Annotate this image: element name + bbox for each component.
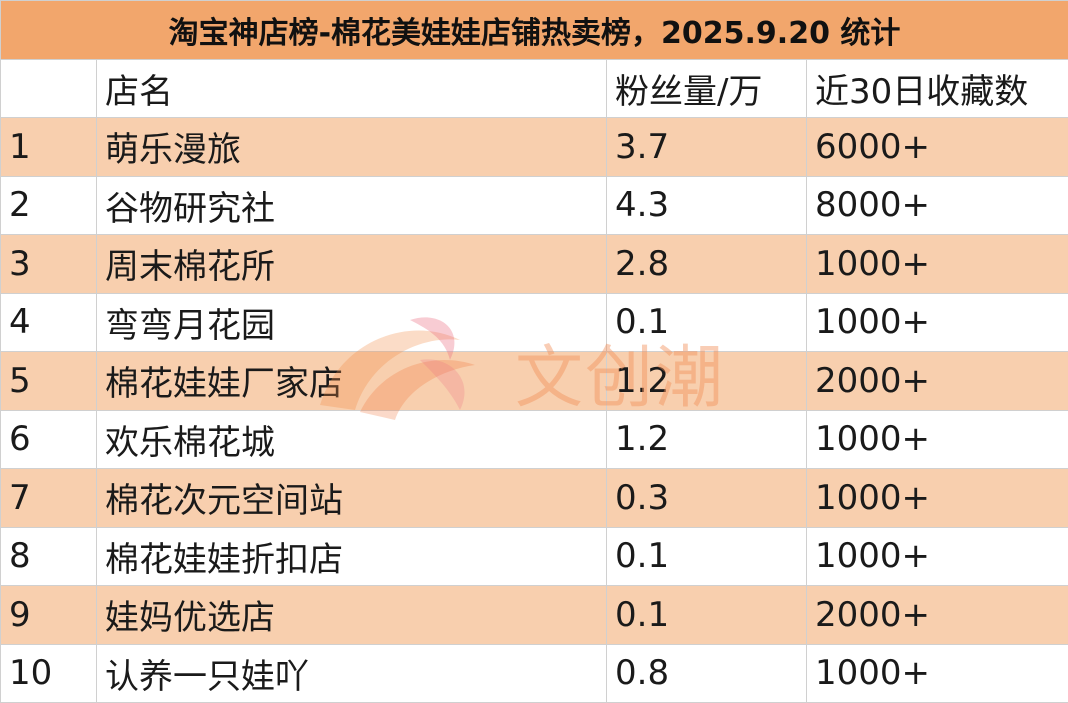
shop-name-cell: 弯弯月花园 xyxy=(97,293,607,352)
shop-name-header: 店名 xyxy=(97,60,607,118)
table-row: 6 欢乐棉花城 1.2 1000+ xyxy=(1,410,1068,469)
rank-cell: 8 xyxy=(1,527,97,586)
shop-name-cell: 谷物研究社 xyxy=(97,176,607,235)
table-row: 4 弯弯月花园 0.1 1000+ xyxy=(1,293,1068,352)
shop-name-cell: 萌乐漫旅 xyxy=(97,118,607,177)
shop-name-cell: 欢乐棉花城 xyxy=(97,410,607,469)
rank-cell: 6 xyxy=(1,410,97,469)
rank-cell: 10 xyxy=(1,644,97,703)
shop-name-cell: 棉花娃娃折扣店 xyxy=(97,527,607,586)
fans-header: 粉丝量/万 xyxy=(607,60,807,118)
rank-header xyxy=(1,60,97,118)
fans-cell: 0.1 xyxy=(607,293,807,352)
favorites-cell: 1000+ xyxy=(807,527,1068,586)
fans-cell: 0.3 xyxy=(607,469,807,528)
table-row: 9 娃妈优选店 0.1 2000+ xyxy=(1,586,1068,645)
fans-cell: 1.2 xyxy=(607,410,807,469)
table-row: 7 棉花次元空间站 0.3 1000+ xyxy=(1,469,1068,528)
header-row: 店名 粉丝量/万 近30日收藏数 xyxy=(1,60,1068,118)
rank-cell: 1 xyxy=(1,118,97,177)
fans-cell: 0.1 xyxy=(607,586,807,645)
shop-name-cell: 娃妈优选店 xyxy=(97,586,607,645)
shop-name-cell: 认养一只娃吖 xyxy=(97,644,607,703)
table-row: 10 认养一只娃吖 0.8 1000+ xyxy=(1,644,1068,703)
table-row: 8 棉花娃娃折扣店 0.1 1000+ xyxy=(1,527,1068,586)
rank-cell: 4 xyxy=(1,293,97,352)
table-row: 1 萌乐漫旅 3.7 6000+ xyxy=(1,118,1068,177)
favorites-cell: 1000+ xyxy=(807,410,1068,469)
fans-cell: 3.7 xyxy=(607,118,807,177)
shop-name-cell: 棉花次元空间站 xyxy=(97,469,607,528)
shop-name-cell: 棉花娃娃厂家店 xyxy=(97,352,607,411)
favorites-cell: 6000+ xyxy=(807,118,1068,177)
title-row: 淘宝神店榜-棉花美娃娃店铺热卖榜，2025.9.20 统计 xyxy=(1,1,1068,60)
rank-cell: 9 xyxy=(1,586,97,645)
favorites-cell: 1000+ xyxy=(807,235,1068,294)
favorites-cell: 1000+ xyxy=(807,469,1068,528)
favorites-header: 近30日收藏数 xyxy=(807,60,1068,118)
shop-name-cell: 周末棉花所 xyxy=(97,235,607,294)
table-title: 淘宝神店榜-棉花美娃娃店铺热卖榜，2025.9.20 统计 xyxy=(1,1,1068,60)
fans-cell: 4.3 xyxy=(607,176,807,235)
rank-cell: 2 xyxy=(1,176,97,235)
fans-cell: 0.8 xyxy=(607,644,807,703)
favorites-cell: 1000+ xyxy=(807,644,1068,703)
rank-cell: 7 xyxy=(1,469,97,528)
table-row: 5 棉花娃娃厂家店 1.2 2000+ xyxy=(1,352,1068,411)
fans-cell: 1.2 xyxy=(607,352,807,411)
fans-cell: 0.1 xyxy=(607,527,807,586)
table-row: 2 谷物研究社 4.3 8000+ xyxy=(1,176,1068,235)
fans-cell: 2.8 xyxy=(607,235,807,294)
favorites-cell: 8000+ xyxy=(807,176,1068,235)
table-row: 3 周末棉花所 2.8 1000+ xyxy=(1,235,1068,294)
favorites-cell: 2000+ xyxy=(807,586,1068,645)
rank-cell: 5 xyxy=(1,352,97,411)
favorites-cell: 2000+ xyxy=(807,352,1068,411)
rank-cell: 3 xyxy=(1,235,97,294)
favorites-cell: 1000+ xyxy=(807,293,1068,352)
